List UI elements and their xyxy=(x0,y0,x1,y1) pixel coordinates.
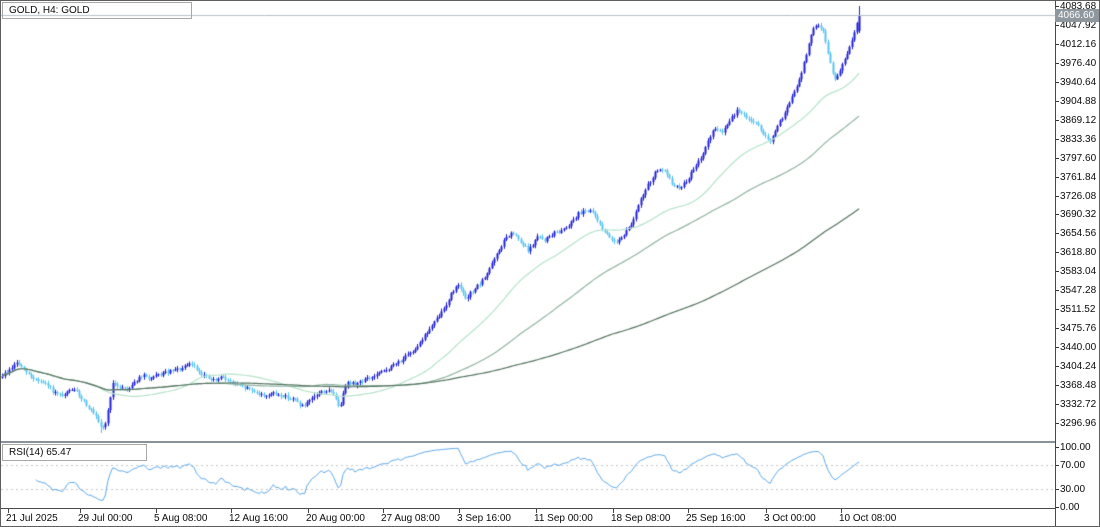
price-axis-tick xyxy=(1056,195,1059,197)
time-axis-label: 11 Sep 00:00 xyxy=(534,513,593,524)
price-axis-tick xyxy=(1056,290,1059,292)
price-axis-tick xyxy=(1056,422,1059,424)
price-axis-tick xyxy=(1056,328,1059,330)
time-axis-label: 20 Aug 00:00 xyxy=(306,513,365,524)
price-axis-label: 3404.24 xyxy=(1060,361,1097,373)
current-price-badge: 4066.60 xyxy=(1055,9,1099,22)
time-axis-label: 25 Sep 16:00 xyxy=(686,513,746,524)
time-axis-tick xyxy=(80,509,81,513)
price-axis-label: 3332.72 xyxy=(1060,398,1097,410)
time-axis-tick xyxy=(841,509,842,513)
time-axis-tick xyxy=(613,509,614,513)
price-axis-label: 3368.48 xyxy=(1060,380,1097,391)
rsi-axis-tick xyxy=(1056,507,1059,508)
time-axis-tick xyxy=(231,509,232,513)
price-axis-tick xyxy=(1056,366,1059,368)
time-axis-tick xyxy=(766,509,767,513)
price-axis-label: 3547.28 xyxy=(1060,285,1097,297)
time-axis-label: 3 Oct 00:00 xyxy=(764,513,816,524)
price-axis-tick xyxy=(1056,233,1059,235)
symbol-label-box: GOLD, H4: GOLD xyxy=(2,2,192,19)
price-axis-tick xyxy=(1056,100,1059,102)
price-chart-canvas[interactable] xyxy=(1,1,1055,441)
time-axis-label: 27 Aug 08:00 xyxy=(381,513,440,524)
price-axis-label: 3618.80 xyxy=(1060,247,1097,259)
price-axis-tick xyxy=(1056,24,1059,26)
rsi-axis-label: 30.00 xyxy=(1060,484,1086,495)
price-axis-label: 3976.40 xyxy=(1060,57,1097,69)
rsi-axis-label: 100.00 xyxy=(1060,442,1091,453)
price-axis-line xyxy=(1055,1,1056,526)
rsi-axis-label: 70.00 xyxy=(1060,460,1086,471)
time-axis-label: 3 Sep 16:00 xyxy=(457,513,511,524)
price-axis-tick xyxy=(1056,176,1059,178)
price-axis-label: 3440.00 xyxy=(1060,342,1097,354)
price-axis-label: 3940.64 xyxy=(1060,76,1097,88)
rsi-label: RSI(14) 65.47 xyxy=(9,447,72,458)
time-axis-tick xyxy=(536,509,537,513)
price-axis-tick xyxy=(1056,138,1059,140)
price-axis-label: 3904.88 xyxy=(1060,95,1097,107)
price-axis-label: 4012.16 xyxy=(1060,38,1097,50)
price-axis-label: 3511.52 xyxy=(1060,304,1096,316)
price-axis-tick xyxy=(1056,347,1059,349)
time-axis-tick xyxy=(459,509,460,513)
price-axis-label: 3296.96 xyxy=(1060,417,1097,429)
price-axis-tick xyxy=(1056,62,1059,64)
price-axis-label: 3690.32 xyxy=(1060,209,1097,221)
time-axis-label: 21 Jul 2025 xyxy=(6,513,58,524)
rsi-axis-tick xyxy=(1056,465,1059,466)
price-axis-tick xyxy=(1056,309,1059,311)
price-axis-label: 4047.92 xyxy=(1060,19,1097,31)
time-axis-label: 12 Aug 16:00 xyxy=(229,513,288,524)
rsi-label-box: RSI(14) 65.47 xyxy=(2,444,147,461)
price-axis-tick xyxy=(1056,271,1059,273)
time-axis-label: 10 Oct 08:00 xyxy=(839,513,897,524)
price-axis-tick xyxy=(1056,214,1059,216)
price-axis-tick xyxy=(1056,403,1059,405)
time-axis-label: 18 Sep 08:00 xyxy=(611,513,671,524)
rsi-chart-canvas[interactable] xyxy=(1,443,1055,508)
price-axis-tick xyxy=(1056,81,1059,83)
time-axis-tick xyxy=(383,509,384,513)
price-axis-label: 3654.56 xyxy=(1060,228,1097,240)
price-axis-tick xyxy=(1056,43,1059,45)
price-axis-tick xyxy=(1056,6,1059,7)
time-axis-tick xyxy=(8,509,9,513)
price-axis-label: 4083.68 xyxy=(1060,1,1097,12)
price-axis-tick xyxy=(1056,119,1059,121)
time-axis-label: 5 Aug 08:00 xyxy=(154,513,208,524)
price-axis-tick xyxy=(1056,252,1059,254)
time-axis-label: 29 Jul 00:00 xyxy=(78,513,133,524)
price-axis-label: 3833.36 xyxy=(1060,133,1097,145)
price-axis-label: 3869.12 xyxy=(1060,114,1097,126)
price-axis-label: 3475.76 xyxy=(1060,323,1097,335)
rsi-axis-label: 0.00 xyxy=(1060,502,1080,513)
price-axis-label: 3726.08 xyxy=(1060,190,1097,202)
panel-separator[interactable] xyxy=(1,441,1055,443)
time-axis-tick xyxy=(156,509,157,513)
time-axis-tick xyxy=(688,509,689,513)
symbol-label: GOLD, H4: GOLD xyxy=(9,5,90,16)
price-axis-tick xyxy=(1056,385,1059,386)
price-axis-label: 3761.84 xyxy=(1060,171,1097,183)
rsi-axis-tick xyxy=(1056,489,1059,490)
rsi-axis-tick xyxy=(1056,447,1059,448)
time-axis-tick xyxy=(308,509,309,513)
price-axis-tick xyxy=(1056,157,1059,159)
price-axis-label: 3797.60 xyxy=(1060,152,1097,164)
time-axis-line xyxy=(1,508,1055,509)
price-axis-label: 3583.04 xyxy=(1060,266,1097,278)
